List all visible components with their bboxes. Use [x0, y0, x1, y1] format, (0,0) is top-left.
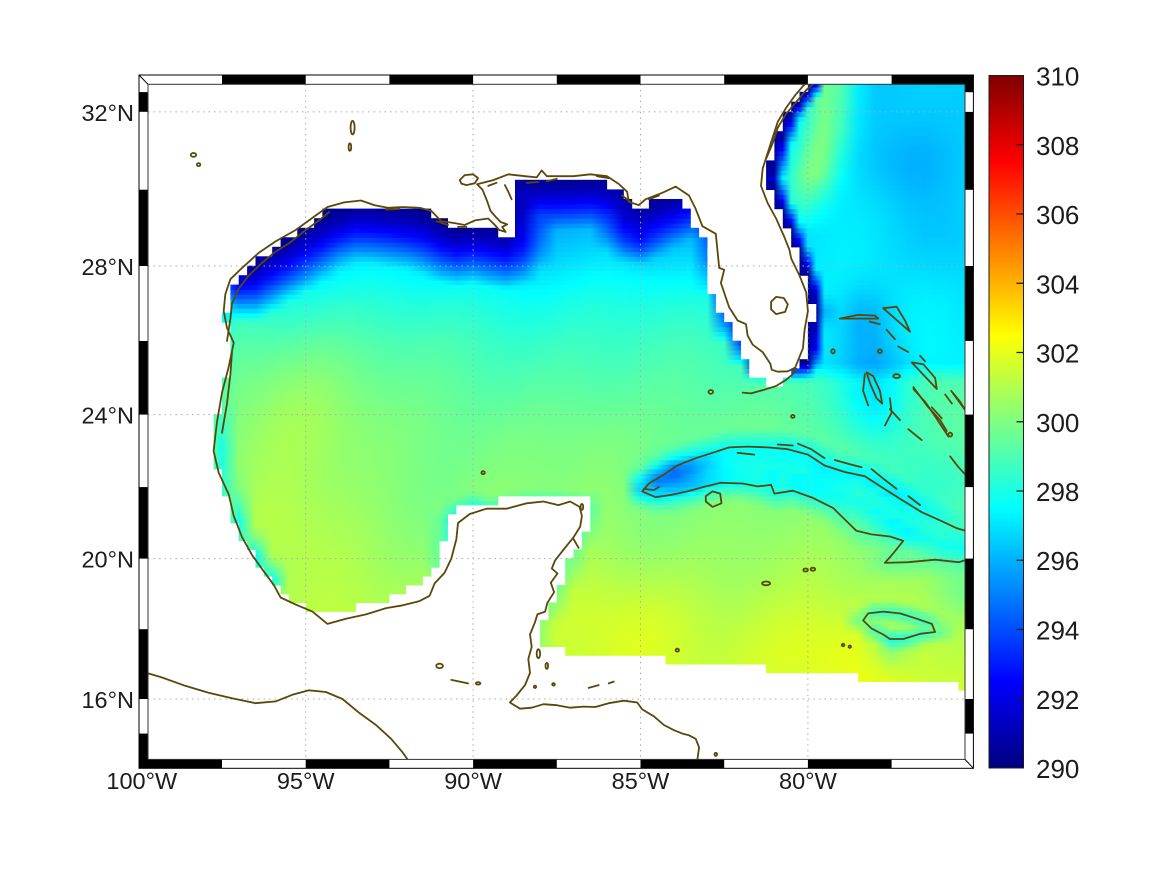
svg-text:298: 298 — [1036, 477, 1079, 507]
svg-text:90°W: 90°W — [444, 768, 503, 794]
svg-text:296: 296 — [1036, 546, 1079, 576]
svg-text:308: 308 — [1036, 131, 1079, 161]
svg-text:32°N: 32°N — [81, 100, 134, 126]
svg-text:80°W: 80°W — [779, 768, 838, 794]
svg-text:95°W: 95°W — [277, 768, 336, 794]
svg-text:302: 302 — [1036, 339, 1079, 369]
svg-text:100°W: 100°W — [106, 768, 178, 794]
svg-text:304: 304 — [1036, 269, 1079, 299]
svg-text:290: 290 — [1036, 754, 1079, 784]
svg-text:28°N: 28°N — [81, 254, 134, 280]
svg-text:306: 306 — [1036, 200, 1079, 230]
svg-text:300: 300 — [1036, 408, 1079, 438]
svg-text:292: 292 — [1036, 685, 1079, 715]
svg-text:20°N: 20°N — [81, 547, 134, 573]
svg-text:85°W: 85°W — [612, 768, 671, 794]
svg-text:294: 294 — [1036, 616, 1079, 646]
svg-text:16°N: 16°N — [81, 687, 134, 713]
svg-text:24°N: 24°N — [81, 403, 134, 429]
svg-text:310: 310 — [1036, 62, 1079, 92]
